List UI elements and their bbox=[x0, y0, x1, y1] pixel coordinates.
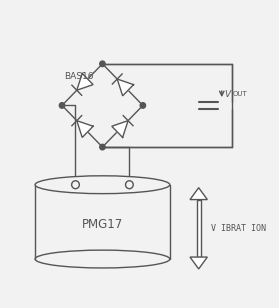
Text: PMG17: PMG17 bbox=[82, 218, 123, 231]
Polygon shape bbox=[190, 257, 207, 269]
Text: BAS16: BAS16 bbox=[64, 72, 93, 81]
Circle shape bbox=[72, 181, 79, 189]
Circle shape bbox=[100, 61, 105, 67]
Polygon shape bbox=[190, 188, 207, 200]
Polygon shape bbox=[197, 200, 201, 257]
Polygon shape bbox=[112, 121, 128, 137]
Text: V IBRAT ION: V IBRAT ION bbox=[211, 224, 266, 233]
Circle shape bbox=[100, 144, 105, 150]
Circle shape bbox=[126, 181, 133, 189]
Text: V: V bbox=[225, 90, 231, 99]
Text: OUT: OUT bbox=[232, 91, 247, 97]
Polygon shape bbox=[117, 79, 134, 96]
Polygon shape bbox=[77, 73, 93, 90]
Circle shape bbox=[140, 103, 146, 108]
Ellipse shape bbox=[35, 176, 170, 194]
Polygon shape bbox=[77, 121, 93, 137]
Ellipse shape bbox=[35, 250, 170, 268]
Circle shape bbox=[59, 103, 65, 108]
